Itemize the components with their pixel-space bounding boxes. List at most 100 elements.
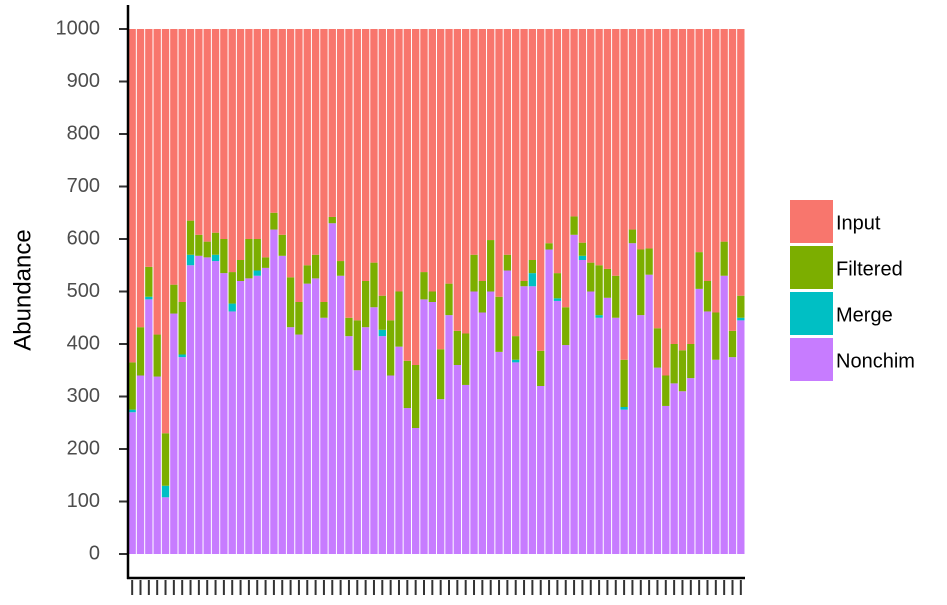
bar-segment [353,370,361,554]
bar-segment [537,350,545,386]
bar-segment [653,328,662,368]
bar-segment [178,354,186,358]
bar-segment [270,29,278,213]
bar-segment [136,375,145,554]
bar-segment [203,241,211,258]
bar-segment [662,29,670,376]
bar-segment [603,29,612,269]
bar-segment [578,260,587,554]
bar-segment [578,255,587,260]
legend-label: Merge [836,304,893,326]
bar-segment [703,29,712,281]
bar-segment [211,232,220,255]
bar-segment [295,334,303,554]
bar-segment [211,261,220,554]
bar-segment [186,29,195,221]
bar-segment [528,286,537,554]
bar-segment [528,29,537,260]
bar-segment [695,29,703,253]
bar-segment [603,297,612,554]
bar-segment [437,29,445,350]
bar-segment [512,336,520,360]
y-tick-label: 300 [67,385,100,407]
bar-segment [145,299,153,554]
legend-label: Input [836,212,881,234]
bar-segment [286,327,295,554]
bar-segment [662,405,670,554]
bar-segment [170,284,178,314]
bar-segment [236,29,245,260]
bar-segment [645,274,653,554]
bar-segment [620,407,628,410]
bar-segment [145,29,153,267]
bar-segment [153,376,161,554]
bar-segment [495,296,503,352]
bar-segment [445,283,453,316]
y-axis-label: Abundance [9,229,36,350]
bar-segment [386,375,395,554]
bar-segment [186,254,195,266]
bar-segment [495,29,503,297]
bar-segment [478,29,487,281]
legend-label: Nonchim [836,350,915,372]
y-tick-label: 600 [67,227,100,249]
y-tick-label: 1000 [56,17,101,39]
bar-segment [236,281,245,554]
bar-segment [503,270,512,554]
bar-segment [253,270,261,276]
y-tick-label: 0 [89,542,100,564]
bar-segment [695,252,703,289]
bar-segment [678,350,687,392]
bar-segment [478,281,487,313]
bar-segment [620,409,628,554]
bar-segment [445,315,453,554]
bar-segment [303,265,311,284]
bar-segment [512,29,520,337]
y-tick-label: 500 [67,280,100,302]
bar-segment [720,29,728,242]
bar-segment [570,29,578,217]
bar-segment [487,29,495,241]
bar-segment [378,329,386,337]
bar-segment [687,344,695,379]
bar-segment [712,312,720,360]
bar-segment [136,29,145,328]
bar-segment [478,312,487,554]
bar-segment [695,288,703,554]
bar-segment [495,351,503,554]
bar-segment [303,29,311,266]
bar-segment [370,29,378,263]
bar-segment [178,29,186,302]
bar-segment [420,299,428,554]
y-tick-label: 100 [67,490,100,512]
bar-segment [462,333,470,385]
bar-segment [678,29,687,351]
bar-segment [245,278,253,554]
bar-segment [612,275,620,318]
bar-segment [261,29,270,258]
bar-segment [712,29,720,313]
bar-segment [203,29,211,242]
bar-segment [470,254,478,292]
bar-segment [328,216,336,224]
bar-segment [637,29,645,250]
bar-segment [620,29,628,360]
bar-segment [303,283,311,554]
bar-segment [462,29,470,334]
bar-segment [253,29,261,239]
legend-swatch [790,246,833,289]
bar-segment [545,243,553,250]
bar-segment [245,29,253,239]
bar-segment [520,281,528,287]
bar-segment [628,29,637,230]
bar-segment [587,291,595,554]
bar-segment [395,29,403,292]
bar-segment [728,330,737,358]
bar-segment [670,383,678,554]
bar-segment [712,359,720,554]
bar-segment [211,29,220,233]
bar-segment [128,29,136,363]
bar-segment [503,254,512,271]
bar-segment [628,229,637,244]
bar-segment [428,29,436,292]
